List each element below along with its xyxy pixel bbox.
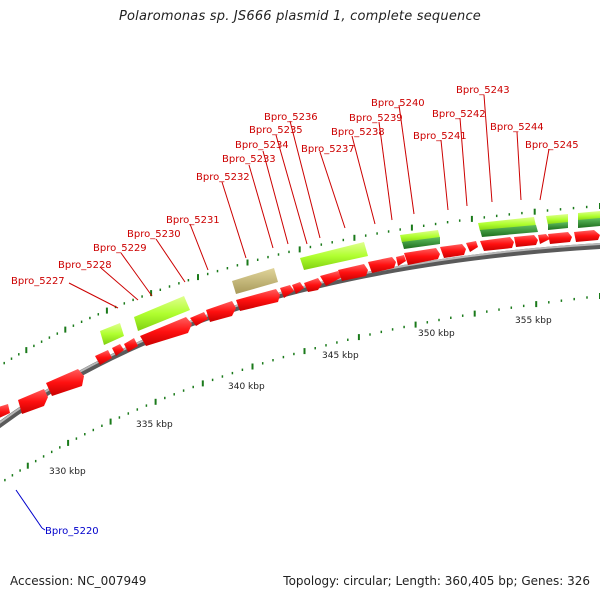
tick-label-330: 330 kbp (49, 467, 86, 477)
feature-block (402, 237, 440, 249)
cds-arrow (140, 317, 192, 346)
gene-labels: Bpro_5220 Bpro_5227 Bpro_5228 Bpro_5229 … (11, 85, 579, 537)
feature-block (400, 230, 440, 243)
feature-block (478, 217, 536, 231)
cds-arrow (514, 235, 538, 247)
cds-arrow (124, 338, 138, 352)
gene-label-bpro-5243: Bpro_5243 (456, 85, 510, 96)
gene-label-bpro-5235: Bpro_5235 (249, 125, 303, 136)
cds-arrow (206, 301, 236, 322)
accession-text: Accession: NC_007949 (10, 574, 147, 588)
cds-arrow (548, 232, 572, 244)
gene-label-bpro-5228: Bpro_5228 (58, 260, 112, 271)
feature-ticks (3, 203, 600, 365)
cds-arrow (236, 289, 280, 311)
tick-label-345: 345 kbp (322, 351, 359, 361)
gene-label-bpro-5237: Bpro_5237 (301, 144, 355, 155)
map-title: Polaromonas sp. JS666 plasmid 1, complet… (118, 9, 481, 24)
cds-arrow (396, 255, 406, 266)
scale-labels: 330 kbp 335 kbp 340 kbp 345 kbp 350 kbp … (49, 316, 552, 477)
gene-label-bpro-5229: Bpro_5229 (93, 243, 147, 254)
cds-arrow (538, 234, 550, 244)
cds-arrow (95, 350, 112, 365)
feature-block (300, 242, 368, 270)
cds-arrow (466, 241, 478, 252)
gene-label-bpro-5242: Bpro_5242 (432, 109, 486, 120)
cds-arrow (440, 244, 466, 258)
gene-label-bpro-5244: Bpro_5244 (490, 122, 544, 133)
topology-summary: Topology: circular; Length: 360,405 bp; … (283, 574, 590, 588)
cds-arrow (480, 237, 514, 251)
cds-arrow (574, 230, 600, 242)
cds-arrow (320, 271, 342, 286)
gene-label-bpro-5241: Bpro_5241 (413, 131, 467, 142)
cds-arrow (404, 248, 440, 265)
feature-block (548, 222, 568, 230)
scale-ticks (4, 293, 600, 482)
gene-label-bpro-5227: Bpro_5227 (11, 276, 65, 287)
gene-label-bpro-5236: Bpro_5236 (264, 112, 318, 123)
gene-label-bpro-5240: Bpro_5240 (371, 98, 425, 109)
tick-label-340: 340 kbp (228, 382, 265, 392)
gene-label-bpro-5239: Bpro_5239 (349, 113, 403, 124)
cds-arrow (292, 282, 304, 294)
feature-block (100, 323, 124, 345)
gene-label-bpro-5231: Bpro_5231 (166, 215, 220, 226)
cds-arrow (304, 278, 322, 292)
cds-arrow (0, 404, 10, 418)
gene-label-bpro-5230: Bpro_5230 (127, 229, 181, 240)
cds-arrow (368, 257, 396, 273)
feature-track (100, 211, 600, 345)
cds-arrow (338, 264, 368, 281)
tick-label-355: 355 kbp (515, 316, 552, 326)
cds-arrow (18, 389, 48, 414)
cds-track (0, 230, 600, 418)
gene-label-bpro-5245: Bpro_5245 (525, 140, 579, 151)
cds-arrow (280, 285, 294, 298)
feature-block (232, 268, 278, 294)
feature-block (480, 225, 538, 237)
backbone (0, 243, 600, 429)
cds-arrow (190, 312, 208, 326)
gene-label-bpro-5232: Bpro_5232 (196, 172, 250, 183)
gene-label-bpro-5233: Bpro_5233 (222, 154, 276, 165)
cds-arrow (112, 344, 124, 356)
gene-label-bpro-5238: Bpro_5238 (331, 127, 385, 138)
feature-block (134, 296, 190, 331)
tick-label-335: 335 kbp (136, 420, 173, 430)
feature-block (578, 218, 600, 228)
gene-label-bpro-5220: Bpro_5220 (45, 526, 99, 537)
feature-block (546, 214, 568, 225)
cds-arrow (46, 369, 84, 396)
gene-label-bpro-5234: Bpro_5234 (235, 140, 289, 151)
tick-label-350: 350 kbp (418, 329, 455, 339)
